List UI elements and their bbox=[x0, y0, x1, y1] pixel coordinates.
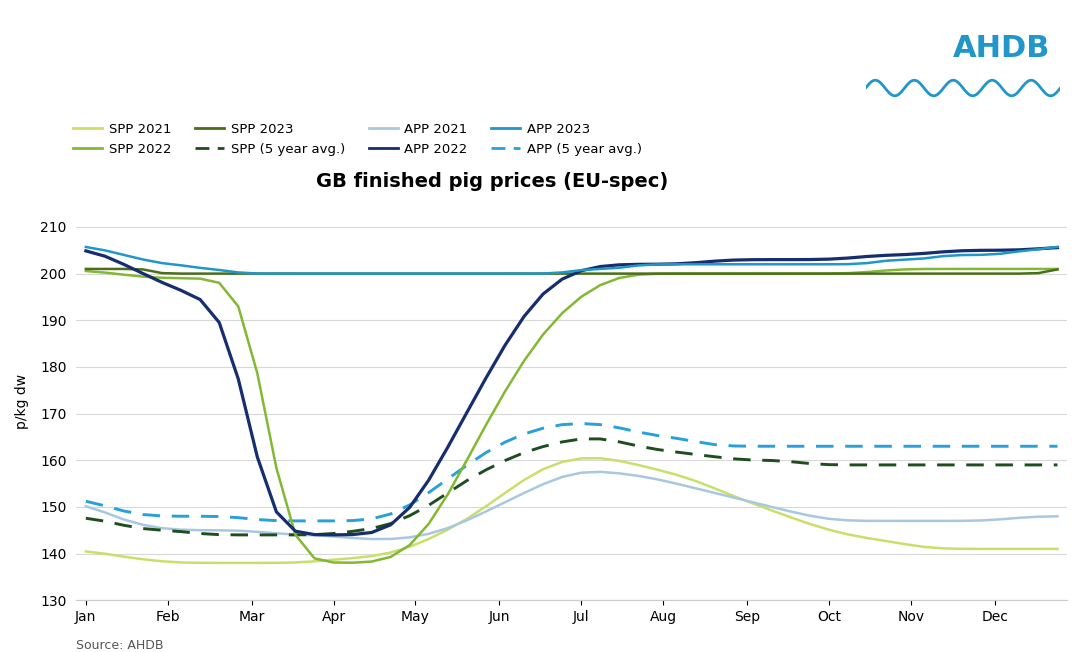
Legend: SPP 2021, SPP 2022, SPP 2023, SPP (5 year avg.), APP 2021, APP 2022, APP 2023, A: SPP 2021, SPP 2022, SPP 2023, SPP (5 yea… bbox=[72, 123, 642, 156]
Title: GB finished pig prices (EU-spec): GB finished pig prices (EU-spec) bbox=[316, 172, 669, 191]
Text: AHDB: AHDB bbox=[953, 34, 1051, 63]
Text: Source: AHDB: Source: AHDB bbox=[76, 639, 163, 652]
Y-axis label: p/kg dw: p/kg dw bbox=[15, 374, 29, 430]
